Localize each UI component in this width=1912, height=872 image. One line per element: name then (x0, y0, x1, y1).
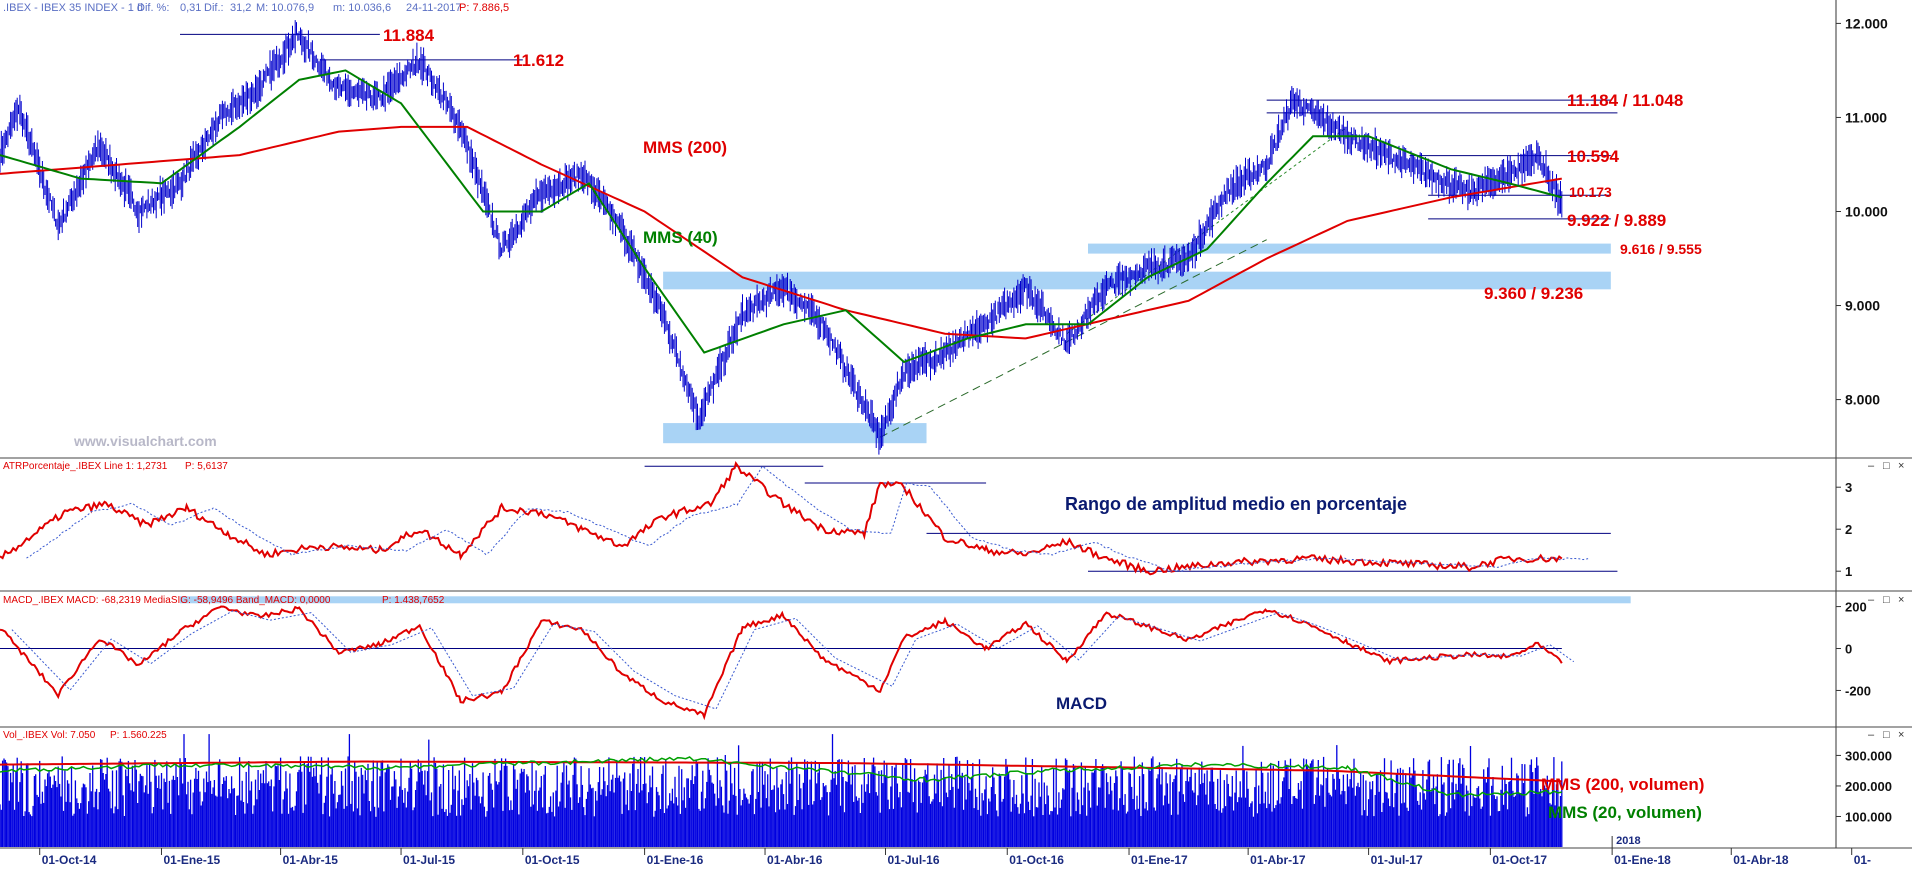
mms200-line (0, 125, 1562, 340)
restore-icon[interactable]: □ (1883, 594, 1890, 606)
x-axis-label: 01-Oct-14 (42, 853, 97, 867)
x-axis-label: 01-Ene-18 (1614, 853, 1671, 867)
minimize-icon[interactable]: – (1868, 729, 1875, 741)
vol-mms200-line (0, 760, 1562, 783)
macd-line (0, 605, 1563, 721)
macd-panel (0, 596, 1631, 721)
y-axis-label: 12.000 (1845, 15, 1888, 31)
watermark: www.visualchart.com (73, 433, 217, 449)
level-label-11612: 11.612 (513, 51, 564, 70)
y-axis-label: 2 (1845, 522, 1852, 537)
x-axis-label: 01-Oct-17 (1492, 853, 1547, 867)
close-icon[interactable]: × (1898, 460, 1904, 472)
x-axis-label: 01-Ene-15 (163, 853, 220, 867)
vol-header-p: P: 1.560.225 (110, 730, 167, 741)
x-axis-label: 01-Ene-16 (647, 853, 704, 867)
price-panel (0, 20, 1618, 455)
x-axis-label: 01-Jul-17 (1371, 853, 1423, 867)
macd-header-p: P: 1.438,7652 (382, 595, 445, 606)
macd-band (180, 596, 1631, 604)
minimize-icon[interactable]: – (1868, 460, 1875, 472)
mms40-line (0, 69, 1563, 364)
axes: 01-Oct-14 01-Ene-15 01-Abr-15 01-Jul-15 01-O… (39, 15, 1892, 867)
x-axis-label: 01-Ene-17 (1131, 853, 1188, 867)
y-axis-label: 1 (1845, 564, 1852, 579)
y-axis-label: -200 (1845, 683, 1871, 698)
level-label-11884: 11.884 (383, 26, 435, 45)
vol-mms200-label: MMS (200, volumen) (1541, 775, 1704, 794)
level-label-10173: 10.173 (1569, 184, 1612, 200)
x-axis-label: 01- (1854, 853, 1871, 867)
atr-header: ATRPorcentaje_.IBEX Line 1: 1,2731 (3, 461, 168, 472)
y-axis-label: 100.000 (1845, 809, 1892, 824)
level-label-11184: 11.184 / 11.048 (1567, 91, 1683, 110)
vol-mms20-label: MMS (20, volumen) (1548, 803, 1702, 822)
close-icon[interactable]: × (1898, 729, 1904, 741)
price-header-date: 24-11-2017 (406, 2, 461, 14)
restore-icon[interactable]: □ (1883, 460, 1890, 472)
year-marker: 2018 (1616, 835, 1640, 847)
support-zone (663, 423, 927, 444)
y-axis-label: 10.000 (1845, 203, 1888, 219)
atr-panel (0, 461, 1618, 576)
frame (0, 0, 1912, 849)
atr-title: Rango de amplitud medio en porcentaje (1065, 494, 1407, 514)
level-label-9922: 9.922 / 9.889 (1567, 211, 1666, 230)
minimize-icon[interactable]: – (1868, 594, 1875, 606)
y-axis-label: 200.000 (1845, 779, 1892, 794)
price-header-p: P: 7.886,5 (459, 2, 509, 14)
macd-title: MACD (1056, 694, 1107, 713)
price-header-name: .IBEX - IBEX 35 INDEX - 1 d (3, 2, 143, 14)
price-header-difpct-label: Dif. %: (137, 2, 169, 14)
panel-controls: – □ × – □ × – □ × (1868, 460, 1904, 741)
x-axis-label: 01-Oct-15 (525, 853, 580, 867)
x-axis-label: 01-Abr-17 (1250, 853, 1306, 867)
y-axis-label: 0 (1845, 642, 1852, 657)
vol-header: Vol_.IBEX Vol: 7.050 (3, 730, 96, 741)
x-axis-label: 01-Jul-16 (887, 853, 939, 867)
trendline (879, 239, 1267, 438)
y-axis-label: 3 (1845, 480, 1852, 495)
mms200-label: MMS (200) (643, 138, 727, 157)
vol-mms20-line (0, 756, 1562, 798)
macd-header: MACD_.IBEX MACD: -68,2319 MediaSIG: -58,… (3, 595, 331, 606)
price-header-difpct: 0,31 (180, 2, 201, 14)
y-axis-label: 11.000 (1845, 109, 1887, 125)
y-axis-label: 200 (1845, 600, 1867, 615)
close-icon[interactable]: × (1898, 594, 1904, 606)
atr-signal-line (26, 465, 1589, 573)
y-axis-label: 9.000 (1845, 298, 1880, 314)
atr-line (0, 461, 1563, 576)
level-label-9360: 9.360 / 9.236 (1484, 284, 1583, 303)
price-bars (0, 20, 1563, 455)
level-label-10594: 10.594 (1567, 147, 1620, 166)
x-axis-label: 01-Jul-15 (403, 853, 455, 867)
price-header-min: m: 10.036,6 (333, 2, 391, 14)
volume-bars (0, 734, 1563, 847)
price-header-max: M: 10.076,9 (256, 2, 314, 14)
restore-icon[interactable]: □ (1883, 729, 1890, 741)
level-label-9616: 9.616 / 9.555 (1620, 241, 1702, 257)
x-axis-label: 01-Oct-16 (1009, 853, 1064, 867)
y-axis-label: 300.000 (1845, 748, 1892, 763)
x-axis-label: 01-Abr-16 (767, 853, 823, 867)
support-zone (1087, 243, 1611, 254)
x-axis-label: 01-Abr-15 (283, 853, 339, 867)
volume-panel (0, 734, 1563, 847)
y-axis-label: 8.000 (1845, 392, 1880, 408)
price-header: .IBEX - IBEX 35 INDEX - 1 d Dif. %: 0,31… (3, 2, 509, 14)
mms40-label: MMS (40) (643, 228, 718, 247)
price-header-dif: 31,2 (230, 2, 251, 14)
price-header-dif-label: Dif.: (204, 2, 224, 14)
atr-header-p: P: 5,6137 (185, 461, 228, 472)
x-axis-label: 01-Abr-18 (1733, 853, 1789, 867)
